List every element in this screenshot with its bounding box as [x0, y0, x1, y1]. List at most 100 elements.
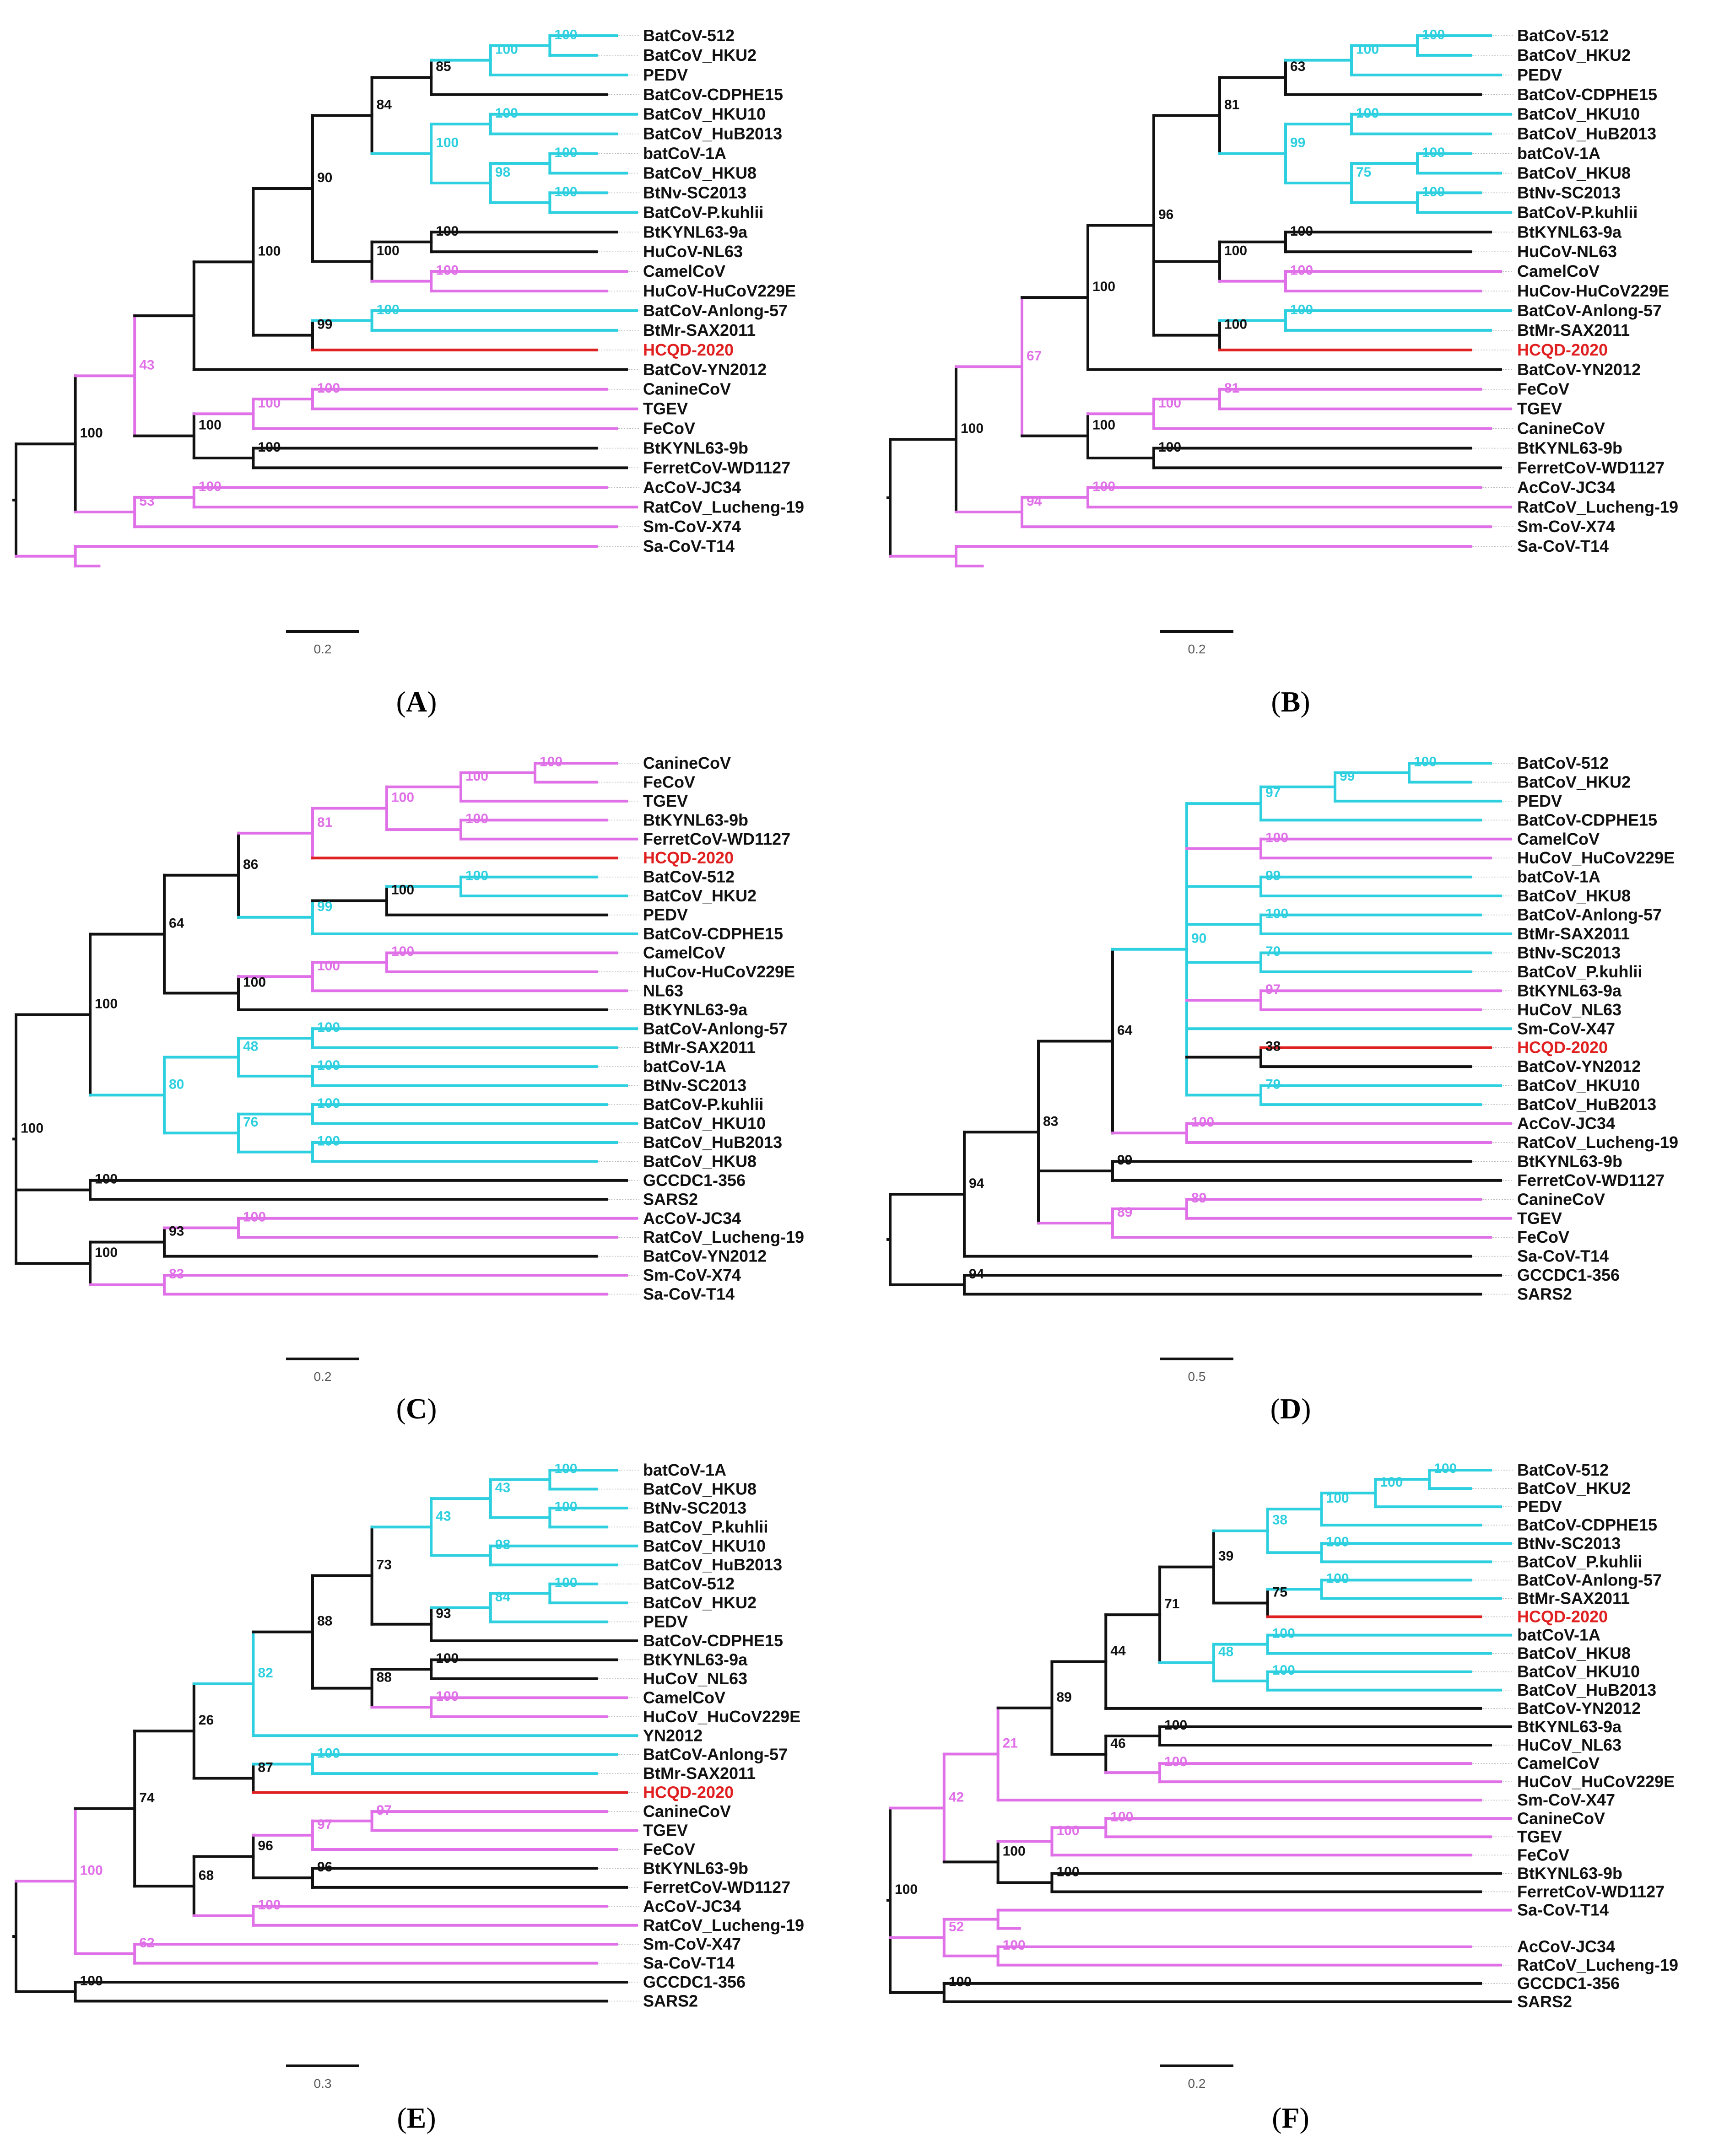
taxon-label: RatCoV_Lucheng-19: [1517, 1133, 1678, 1152]
bootstrap-value: 100: [961, 421, 984, 436]
taxon-label: BatCoV_HKU2: [643, 1593, 757, 1612]
taxon-label: HCQD-2020: [1517, 1038, 1608, 1057]
bootstrap-value: 39: [1218, 1549, 1233, 1564]
taxon-label: Sa-CoV-T14: [643, 1285, 735, 1304]
bootstrap-value: 100: [1272, 1626, 1295, 1641]
bootstrap-value: 100: [949, 1974, 972, 1989]
taxon-label: FeCoV: [1517, 380, 1569, 399]
taxon-label: Sm-CoV-X74: [643, 1266, 741, 1284]
taxon-label: HuCoV_HuCoV229E: [643, 1707, 800, 1726]
taxon-label: BatCoV_HuB2013: [1517, 1095, 1656, 1114]
bootstrap-value: 100: [1422, 27, 1445, 42]
taxon-label: HuCov-HuCoV229E: [1517, 281, 1669, 300]
bootstrap-value: 100: [1191, 1115, 1214, 1130]
taxon-label: CanineCoV: [1517, 419, 1605, 438]
taxon-label: BatCoV_HKU8: [643, 1479, 757, 1498]
taxon-label: BatCoV_HKU2: [643, 46, 757, 65]
taxon-label: BatCoV_HKU10: [1517, 105, 1640, 124]
taxon-label: CanineCoV: [643, 754, 731, 772]
taxon-label: BtNv-SC2013: [643, 183, 746, 202]
bootstrap-value: 62: [139, 1935, 154, 1951]
bootstrap-value: 94: [1027, 494, 1042, 509]
taxon-label: YN2012: [643, 1726, 703, 1745]
taxon-label: BatCoV_HKU10: [643, 1114, 766, 1133]
scale-bar-value: 0.2: [1188, 642, 1206, 656]
taxon-label: FerretCoV-WD1127: [1517, 458, 1665, 477]
taxon-label: BtMr-SAX2011: [1517, 924, 1630, 943]
taxon-label: BatCoV_HKU2: [1517, 772, 1631, 791]
bootstrap-value: 100: [317, 1746, 340, 1761]
bootstrap-value: 100: [377, 243, 400, 259]
taxon-label: SARS2: [643, 1190, 698, 1208]
panel-label: (A): [396, 685, 437, 718]
bootstrap-value: 79: [1265, 1077, 1281, 1092]
bootstrap-value: 100: [1164, 1754, 1187, 1769]
bootstrap-value: 100: [199, 479, 222, 494]
taxon-label: RatCoV_Lucheng-19: [643, 497, 804, 516]
bootstrap-value: 97: [1265, 785, 1281, 800]
taxon-label: batCoV-1A: [643, 144, 726, 163]
bootstrap-value: 100: [1290, 263, 1313, 278]
taxon-label: BatCoV-YN2012: [1517, 360, 1641, 379]
taxon-label: SARS2: [1517, 1992, 1572, 2011]
taxon-label: BatCoV-CDPHE15: [1517, 1515, 1657, 1534]
bootstrap-value: 100: [80, 1863, 103, 1878]
panel-a: 100 100 85 100 100 100 98 100 84 100 100 100 90 100 99…: [12, 26, 804, 718]
taxon-label: BatCoV-CDPHE15: [643, 85, 783, 104]
taxon-label: BatCoV-YN2012: [643, 360, 767, 379]
taxon-label: BatCoV-YN2012: [1517, 1699, 1641, 1718]
taxon-label: BatCoV-CDPHE15: [1517, 810, 1657, 829]
taxon-label: BatCoV-512: [643, 26, 735, 45]
taxon-label: BatCoV_HKU2: [643, 886, 757, 905]
bootstrap-value: 93: [169, 1224, 184, 1239]
taxon-label: FeCoV: [643, 1840, 695, 1859]
bootstrap-value: 100: [317, 1020, 340, 1035]
bootstrap-value: 70: [1265, 944, 1281, 959]
taxon-label: GCCDC1-356: [1517, 1974, 1620, 1993]
scale-bar-value: 0.2: [314, 642, 332, 656]
taxon-label: BatCoV_HuB2013: [643, 1555, 782, 1574]
taxon-label: BtKYNL63-9b: [1517, 1864, 1622, 1882]
panel-label: (B): [1271, 685, 1310, 718]
taxon-label: BatCoV-Anlong-57: [643, 301, 788, 320]
taxon-label: BatCoV-P.kuhlii: [643, 203, 763, 221]
taxon-label: BatCoV_HKU8: [1517, 1644, 1631, 1663]
bootstrap-value: 100: [436, 263, 459, 278]
bootstrap-value: 100: [1003, 1843, 1026, 1859]
taxon-label: HuCoV-HuCoV229E: [643, 281, 796, 300]
panel-f: 100 100 100 100 38 100 75 39 100 100 48 71 44 100 100 4…: [886, 1461, 1678, 2134]
taxon-label: AcCoV-JC34: [1517, 1114, 1615, 1133]
scale-bar-value: 0.2: [314, 1369, 332, 1384]
bootstrap-value: 100: [1224, 243, 1247, 259]
taxon-label: HCQD-2020: [643, 848, 734, 867]
bootstrap-value: 67: [1027, 348, 1042, 363]
taxon-label: HCQD-2020: [643, 1783, 734, 1802]
taxon-label: BatCoV-512: [1517, 754, 1609, 772]
taxon-label: Sa-CoV-T14: [643, 1954, 735, 1973]
bootstrap-value: 100: [1380, 1475, 1403, 1490]
taxon-label: TGEV: [643, 1821, 688, 1840]
taxon-label: CamelCoV: [1517, 830, 1600, 848]
taxon-label: CamelCoV: [643, 262, 725, 280]
taxon-label: BtMr-SAX2011: [643, 1764, 756, 1783]
panel-label: (D): [1270, 1392, 1311, 1425]
bootstrap-value: 43: [139, 357, 154, 372]
bootstrap-value: 100: [1056, 1865, 1079, 1880]
taxon-label: BatCoV-CDPHE15: [643, 1631, 783, 1650]
bootstrap-value: 75: [1272, 1585, 1287, 1600]
bootstrap-value: 96: [258, 1838, 273, 1854]
bootstrap-value: 100: [1356, 106, 1379, 121]
bootstrap-value: 81: [317, 815, 332, 830]
bootstrap-value: 100: [1110, 1809, 1133, 1824]
bootstrap-value: 38: [1272, 1513, 1287, 1528]
taxon-label: BtKYNL63-9a: [643, 1000, 748, 1019]
taxon-label: Sm-CoV-X74: [643, 517, 741, 536]
taxon-label: Sa-CoV-T14: [1517, 537, 1609, 555]
bootstrap-value: 26: [199, 1713, 214, 1728]
bootstrap-value: 46: [1110, 1736, 1125, 1751]
bootstrap-value: 100: [465, 811, 488, 826]
taxon-label: Sm-CoV-X47: [643, 1935, 741, 1953]
taxon-label: FerretCoV-WD1127: [1517, 1882, 1665, 1901]
taxon-label: RatCoV_Lucheng-19: [1517, 497, 1678, 516]
bootstrap-value: 100: [1422, 145, 1445, 160]
